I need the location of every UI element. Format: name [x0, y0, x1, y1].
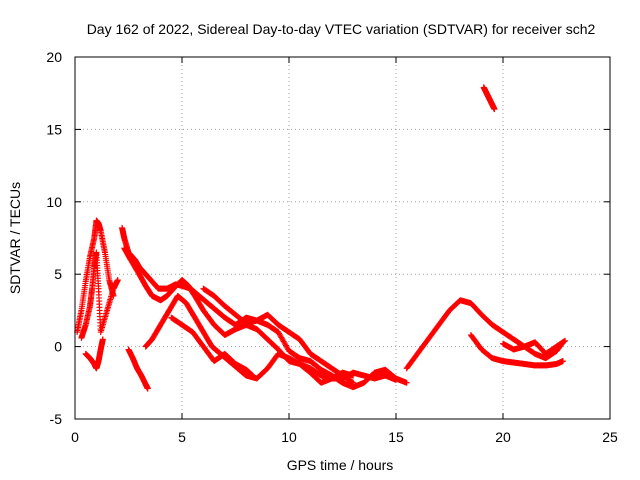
x-axis-label: GPS time / hours [287, 457, 394, 473]
chart-title: Day 162 of 2022, Sidereal Day-to-day VTE… [87, 21, 596, 37]
data-point [559, 358, 566, 365]
series-sat-j [403, 297, 566, 372]
data-point [491, 106, 498, 113]
series-sat-h [168, 314, 256, 379]
data-points [74, 84, 569, 392]
x-tick-label: 10 [281, 429, 297, 445]
series-sat-d [119, 224, 410, 391]
x-tick-label: 15 [388, 429, 404, 445]
data-point [114, 276, 121, 283]
data-point [562, 337, 569, 344]
series-sat-m [480, 84, 498, 113]
x-tick-label: 25 [602, 429, 618, 445]
series-sat-a [74, 217, 117, 336]
y-tick-label: -5 [50, 411, 63, 427]
data-point [99, 336, 106, 343]
data-point [393, 376, 399, 383]
y-tick-label: 0 [54, 339, 62, 355]
data-point [350, 372, 357, 379]
y-axis-label: SDTVAR / TECUs [7, 182, 23, 294]
data-point [403, 379, 410, 386]
x-tick-label: 0 [71, 429, 79, 445]
y-tick-label: 5 [54, 266, 62, 282]
data-point [144, 385, 151, 392]
grid-lines [75, 57, 610, 419]
series-sat-g [142, 292, 357, 386]
data-point [249, 372, 256, 379]
series-sat-f [125, 346, 151, 392]
series-sat-l [500, 337, 569, 357]
axis-ticks: 0 5 10 15 20 25 -5 0 5 10 15 20 [46, 49, 618, 445]
y-tick-label: 20 [46, 49, 62, 65]
series-sat-e [121, 245, 399, 383]
y-tick-label: 10 [46, 194, 62, 210]
y-tick-label: 15 [46, 121, 62, 137]
series-sat-b [78, 249, 121, 341]
series-sat-k [467, 332, 566, 369]
data-point [350, 379, 357, 386]
x-tick-label: 5 [178, 429, 186, 445]
series-sat-c [82, 336, 106, 372]
x-tick-label: 20 [495, 429, 511, 445]
series-sat-i [200, 285, 357, 386]
plot-frame [74, 56, 611, 420]
